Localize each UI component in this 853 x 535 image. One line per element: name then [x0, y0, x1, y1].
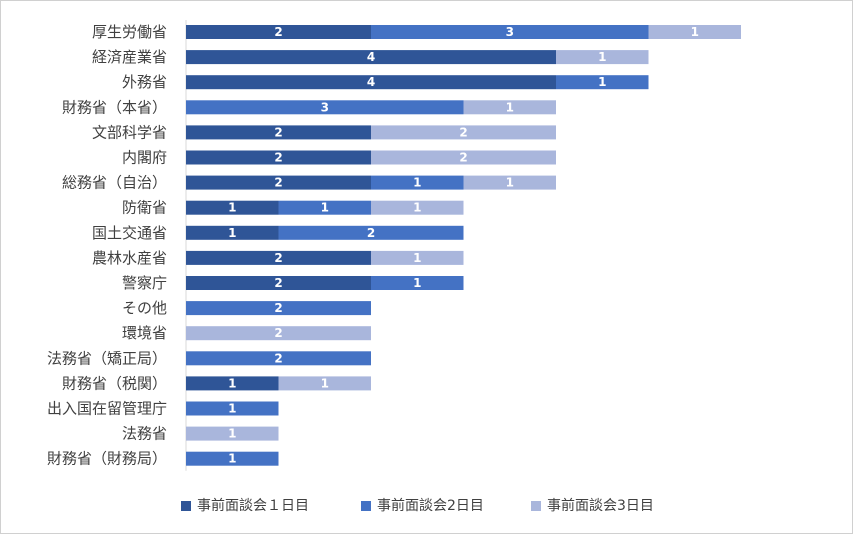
bar-segment — [186, 250, 371, 265]
bar-segment — [186, 351, 371, 366]
bar-segment — [371, 276, 464, 290]
data-label: 1 — [413, 176, 421, 190]
bar-segment — [556, 75, 649, 90]
data-label: 1 — [228, 427, 236, 441]
data-label: 1 — [228, 226, 236, 240]
legend-swatch — [531, 501, 541, 511]
bar-segment — [371, 150, 556, 165]
category-label: 防衛省 — [122, 199, 167, 217]
category-label: 文部科学省 — [92, 123, 167, 141]
category-label: 環境省 — [122, 324, 167, 342]
data-label: 3 — [506, 25, 514, 39]
bar-segment — [556, 50, 649, 65]
bar-segment — [278, 376, 371, 391]
data-label: 2 — [274, 251, 282, 265]
bar-segment — [186, 451, 279, 466]
bar-segment — [186, 125, 371, 140]
data-label: 1 — [598, 75, 606, 89]
bar-segment — [186, 401, 279, 416]
data-label: 1 — [506, 100, 514, 114]
bar-segment — [186, 150, 371, 165]
bar-segment — [371, 125, 556, 140]
category-label: 国土交通省 — [92, 224, 167, 242]
bar-segment — [186, 100, 464, 115]
legend-label: 事前面談会１日目 — [197, 497, 309, 514]
legend-label: 事前面談会2日目 — [377, 497, 484, 514]
data-label: 2 — [367, 226, 375, 240]
data-label: 2 — [274, 326, 282, 340]
bar-segment — [186, 426, 279, 441]
data-label: 1 — [413, 251, 421, 265]
data-label: 1 — [321, 201, 329, 215]
data-label: 2 — [274, 25, 282, 39]
category-label: 財務省（財務局） — [47, 450, 167, 468]
bar-segment — [186, 225, 279, 240]
data-label: 1 — [228, 201, 236, 215]
bar-segment — [463, 100, 556, 115]
data-label: 3 — [321, 100, 329, 114]
data-label: 1 — [228, 452, 236, 466]
category-label: 財務省（本省） — [62, 98, 167, 116]
data-label: 1 — [598, 50, 606, 64]
legend-label: 事前面談会3日目 — [547, 497, 654, 514]
bar-segment — [186, 301, 371, 316]
legend-swatch — [361, 501, 371, 511]
data-label: 1 — [228, 402, 236, 416]
category-label: 警察庁 — [122, 274, 167, 292]
data-label: 2 — [274, 125, 282, 139]
bar-segment — [278, 225, 464, 240]
data-label: 2 — [274, 151, 282, 165]
data-label: 1 — [321, 376, 329, 390]
bar-segment — [186, 50, 556, 65]
category-label: 財務省（税関） — [62, 374, 167, 392]
data-label: 2 — [459, 125, 467, 139]
bar-segment — [186, 25, 371, 39]
data-label: 1 — [228, 376, 236, 390]
bar-segment — [371, 175, 464, 190]
category-label: 厚生労働省 — [92, 23, 167, 41]
category-label: 経済産業省 — [92, 48, 167, 66]
category-label: 内閣府 — [122, 149, 167, 167]
data-label: 2 — [274, 176, 282, 190]
bar-segment — [371, 200, 464, 215]
category-label: 法務省（矯正局） — [47, 349, 167, 367]
data-label: 4 — [367, 75, 375, 89]
bar-segment — [371, 25, 649, 39]
bar-segment — [186, 376, 279, 391]
category-label: 総務省（自治） — [62, 174, 167, 192]
category-label: 農林水産省 — [92, 249, 167, 267]
bar-segment — [186, 175, 371, 190]
legend-swatch — [181, 501, 191, 511]
bar-segment — [186, 75, 556, 90]
bar-segment — [186, 276, 371, 290]
category-label: 外務省 — [122, 73, 167, 91]
data-label: 1 — [413, 276, 421, 290]
category-label: その他 — [122, 299, 167, 317]
data-label: 1 — [413, 201, 421, 215]
bar-segment — [186, 200, 279, 215]
category-label: 法務省 — [122, 425, 167, 443]
bar-segment — [186, 326, 371, 341]
data-label: 2 — [274, 276, 282, 290]
data-label: 1 — [691, 25, 699, 39]
bar-segment — [371, 250, 464, 265]
data-label: 2 — [459, 151, 467, 165]
data-label: 2 — [274, 301, 282, 315]
data-label: 2 — [274, 351, 282, 365]
data-label: 1 — [506, 176, 514, 190]
bar-segment — [463, 175, 556, 190]
bar-segment — [278, 200, 371, 215]
category-label: 出入国在留管理庁 — [47, 400, 167, 418]
bar-segment — [648, 25, 741, 39]
data-label: 4 — [367, 50, 375, 64]
